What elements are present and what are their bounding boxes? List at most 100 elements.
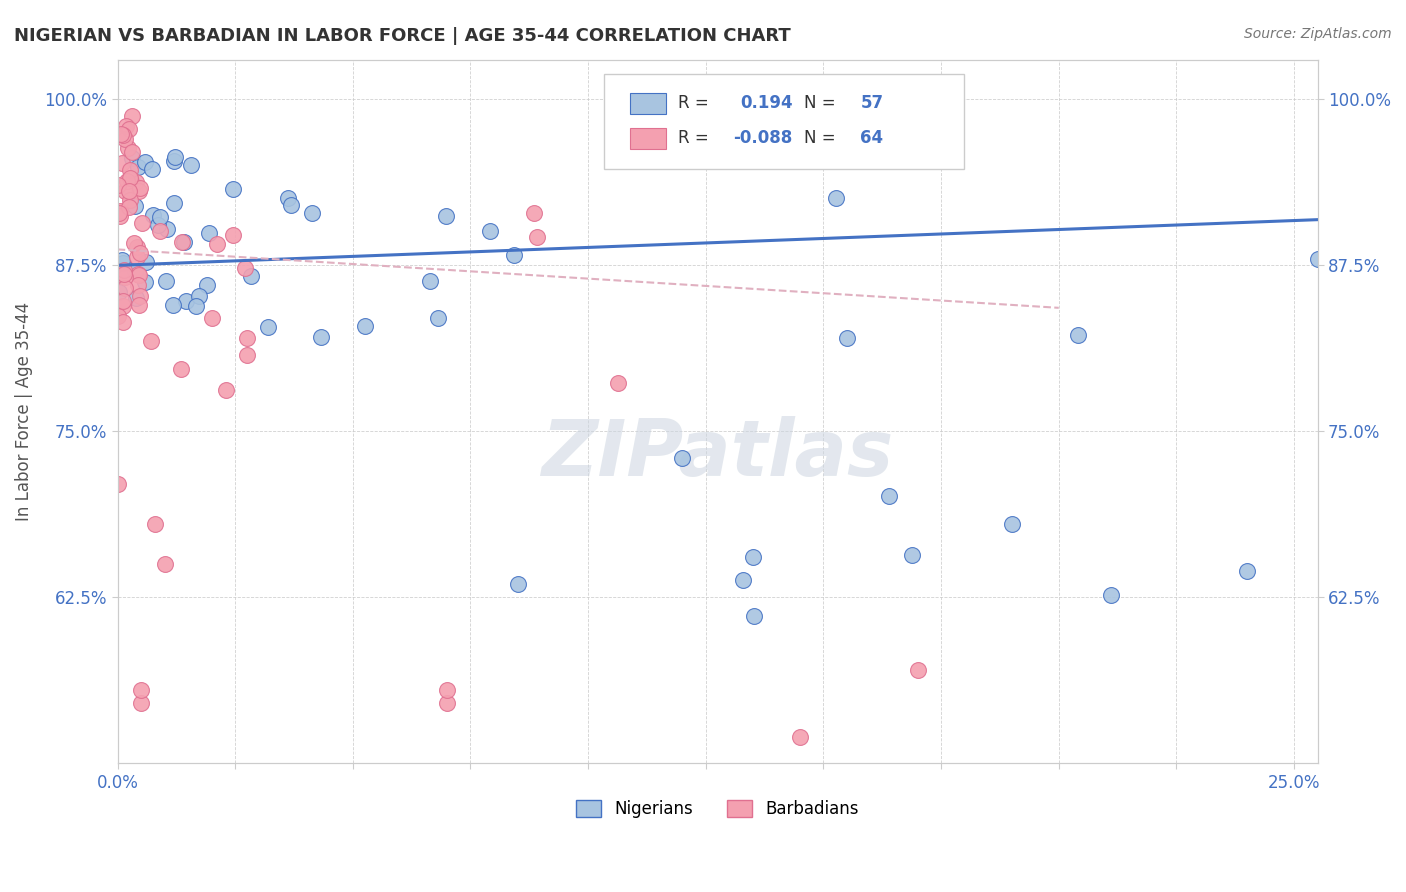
Point: [419, 274, 441, 288]
Point: [172, 235, 194, 249]
Point: [195, 277, 218, 292]
Point: [125, 240, 148, 254]
Point: [121, 176, 143, 190]
Text: N =: N =: [804, 129, 841, 147]
Point: [1001, 517, 1024, 532]
Point: [125, 175, 148, 189]
Point: [222, 228, 245, 243]
Point: [127, 267, 149, 281]
Point: [125, 250, 148, 264]
Point: [142, 208, 165, 222]
Point: [877, 489, 900, 503]
Point: [731, 574, 754, 588]
Point: [110, 127, 132, 141]
Point: [235, 348, 257, 362]
Point: [134, 155, 156, 169]
Point: [129, 289, 152, 303]
Point: [107, 178, 129, 192]
Point: [118, 184, 141, 198]
Point: [129, 245, 152, 260]
Text: Source: ZipAtlas.com: Source: ZipAtlas.com: [1244, 27, 1392, 41]
Point: [153, 557, 176, 571]
Point: [1236, 564, 1258, 578]
Text: N =: N =: [804, 95, 841, 112]
Point: [907, 663, 929, 677]
Point: [354, 318, 377, 333]
Point: [165, 150, 187, 164]
Point: [134, 276, 156, 290]
Point: [114, 270, 136, 285]
FancyBboxPatch shape: [630, 128, 666, 149]
Point: [215, 384, 238, 398]
Point: [835, 331, 858, 345]
Text: NIGERIAN VS BARBADIAN IN LABOR FORCE | AGE 35-44 CORRELATION CHART: NIGERIAN VS BARBADIAN IN LABOR FORCE | A…: [14, 27, 790, 45]
Point: [114, 132, 136, 146]
Point: [118, 193, 141, 207]
Point: [436, 683, 458, 698]
Point: [117, 141, 139, 155]
Text: -0.088: -0.088: [733, 129, 793, 147]
Point: [108, 204, 131, 219]
Point: [180, 158, 202, 172]
Point: [184, 299, 207, 313]
Point: [222, 182, 245, 196]
Point: [143, 517, 166, 532]
Point: [235, 260, 257, 275]
Point: [122, 235, 145, 250]
Legend: Nigerians, Barbadians: Nigerians, Barbadians: [569, 794, 865, 825]
Point: [188, 289, 211, 303]
FancyBboxPatch shape: [630, 93, 666, 114]
Point: [111, 252, 134, 267]
Point: [301, 205, 323, 219]
Point: [111, 156, 134, 170]
Point: [201, 311, 224, 326]
Point: [1099, 588, 1122, 602]
Point: [131, 216, 153, 230]
Text: 64: 64: [860, 129, 883, 147]
Point: [111, 299, 134, 313]
Point: [149, 224, 172, 238]
Point: [901, 549, 924, 563]
Point: [1067, 327, 1090, 342]
Point: [427, 311, 450, 326]
Point: [148, 218, 170, 232]
Point: [825, 191, 848, 205]
Point: [434, 210, 457, 224]
Text: 0.194: 0.194: [741, 95, 793, 112]
Point: [523, 206, 546, 220]
Point: [236, 331, 259, 345]
Point: [280, 198, 302, 212]
Point: [311, 330, 333, 344]
Point: [162, 297, 184, 311]
Text: R =: R =: [678, 95, 714, 112]
Point: [112, 263, 135, 277]
Point: [1306, 252, 1329, 266]
Point: [115, 119, 138, 133]
Point: [240, 269, 263, 284]
Point: [277, 191, 299, 205]
Point: [128, 184, 150, 198]
Point: [506, 577, 529, 591]
Point: [139, 334, 162, 348]
Point: [118, 200, 141, 214]
Point: [256, 320, 278, 334]
Point: [163, 153, 186, 168]
Text: R =: R =: [678, 129, 714, 147]
Point: [121, 109, 143, 123]
Point: [741, 550, 763, 565]
Point: [107, 205, 129, 219]
Point: [128, 181, 150, 195]
Point: [607, 376, 630, 390]
Point: [107, 310, 129, 324]
Point: [156, 222, 179, 236]
Point: [114, 281, 136, 295]
Point: [503, 248, 526, 262]
Point: [129, 683, 152, 698]
Point: [170, 361, 193, 376]
Point: [112, 293, 135, 308]
Point: [436, 697, 458, 711]
Point: [121, 145, 143, 159]
Point: [742, 608, 765, 623]
Point: [135, 255, 157, 269]
Point: [526, 230, 548, 244]
